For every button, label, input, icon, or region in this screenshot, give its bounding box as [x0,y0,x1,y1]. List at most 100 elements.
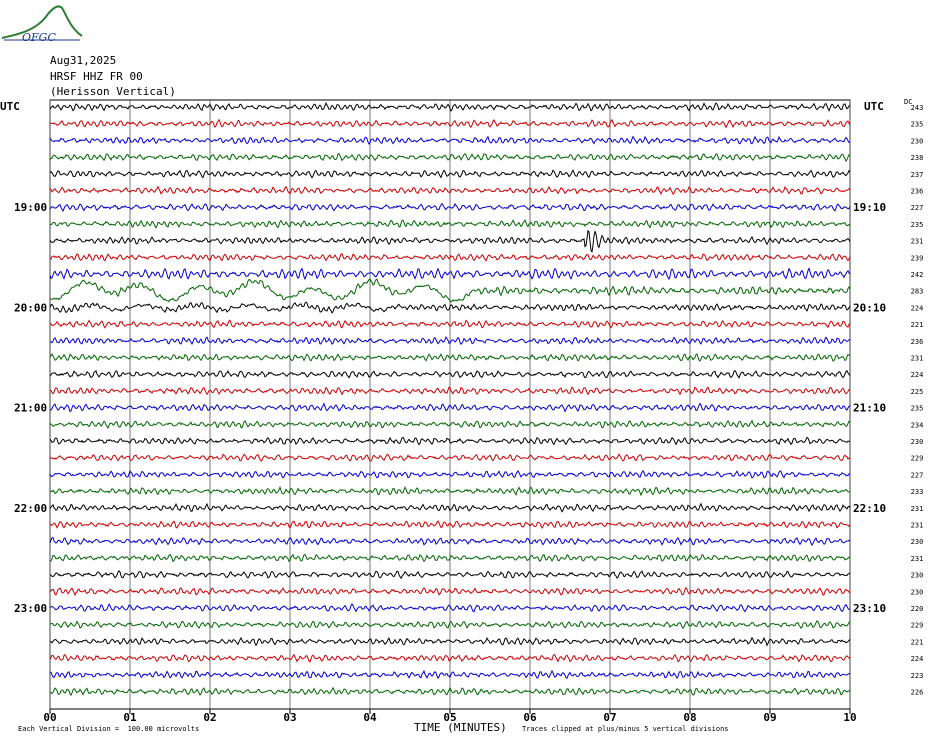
x-tick-label: 07 [603,711,616,724]
trace-line [49,453,851,462]
trace-line [49,603,851,613]
trace-line [49,118,851,129]
trace-line [49,586,851,597]
dc-value: 230 [911,438,924,446]
trace-line [49,202,851,213]
trace-line [49,419,851,429]
dc-value: 221 [911,321,924,329]
trace-line [49,469,851,479]
trace-line [49,569,851,580]
dc-value: 230 [911,137,924,145]
trace-line [49,369,851,379]
trace-line [49,135,851,145]
x-tick-label: 08 [683,711,696,724]
dc-value: 227 [911,204,924,212]
time-label-right: 21:10 [853,402,886,415]
time-label-left: 20:00 [14,301,47,314]
x-tick-label: 01 [123,711,137,724]
dc-value: 231 [911,555,924,563]
trace-line [49,353,851,362]
dc-value: 235 [911,121,924,129]
trace-line [49,553,851,563]
dc-value: 230 [911,572,924,580]
trace-line [49,636,851,647]
trace-line [49,669,851,680]
trace-line [49,185,851,196]
dc-value: 229 [911,455,924,463]
time-label-left: 22:00 [14,502,47,515]
trace-line [49,619,851,630]
trace-line [49,402,851,413]
dc-value: 230 [911,588,924,596]
dc-value: 223 [911,672,924,680]
clip-note: Traces clipped at plus/minus 5 vertical … [522,725,729,733]
dc-value: 231 [911,505,924,513]
ofgc-logo: OFGC [1,5,83,44]
dc-value: 224 [911,655,924,663]
time-label-right: 23:10 [853,602,886,615]
x-tick-label: 00 [43,711,56,724]
dc-value: 231 [911,238,924,246]
trace-line [49,536,851,547]
trace-line [49,436,851,446]
dc-value: 225 [911,388,924,396]
time-label-right: 20:10 [853,301,886,314]
x-tick-label: 05 [443,711,456,724]
trace-line [49,278,851,303]
trace-line [49,653,851,663]
dc-label: DC [904,98,913,106]
dc-value: 231 [911,355,924,363]
dc-value: 235 [911,405,924,413]
x-tick-label: 09 [763,711,776,724]
time-axis-label: TIME (MINUTES) [414,721,507,734]
time-label-left: 21:00 [14,402,47,415]
trace-line [49,102,851,112]
time-label-right: 19:10 [853,201,886,214]
trace-line [49,336,851,346]
time-label-left: 19:00 [14,201,47,214]
dc-value: 235 [911,221,924,229]
x-tick-label: 03 [283,711,296,724]
trace-line [49,252,851,262]
header-description: (Herisson Vertical) [50,85,176,98]
time-label-right: 22:10 [853,502,886,515]
dc-value: 230 [911,538,924,546]
dc-value: 239 [911,254,924,262]
trace-line [49,219,851,229]
trace-line [49,686,851,697]
trace-line [49,386,851,396]
dc-value: 236 [911,188,924,196]
trace-line [49,502,851,513]
dc-value: 220 [911,605,924,613]
dc-value: 243 [911,104,924,112]
dc-value: 227 [911,471,924,479]
scale-note: Each Vertical Division = 100.00 microvol… [18,725,200,733]
logo-text: OFGC [22,31,56,44]
trace-line [49,169,851,179]
dc-value: 221 [911,638,924,646]
trace-line [49,520,851,530]
x-tick-label: 04 [363,711,377,724]
trace-line [49,319,851,329]
dc-value: 283 [911,288,924,296]
time-label-left: 23:00 [14,602,47,615]
trace-line [49,301,851,314]
dc-value: 224 [911,304,924,312]
dc-value: 237 [911,171,924,179]
dc-value: 231 [911,522,924,530]
trace-line [49,266,851,281]
header-date: Aug31,2025 [50,54,117,67]
header-station: HRSF HHZ FR 00 [50,70,143,83]
dc-value: 233 [911,488,924,496]
dc-value: 234 [911,421,924,429]
trace-line [49,229,851,253]
utc-label-right: UTC [864,100,884,113]
dc-value: 229 [911,622,924,630]
x-tick-label: 06 [523,711,537,724]
x-tick-label: 10 [843,711,856,724]
x-tick-label: 02 [203,711,216,724]
trace-line [49,152,851,163]
trace-line [50,485,851,497]
utc-label-left: UTC [0,100,20,113]
